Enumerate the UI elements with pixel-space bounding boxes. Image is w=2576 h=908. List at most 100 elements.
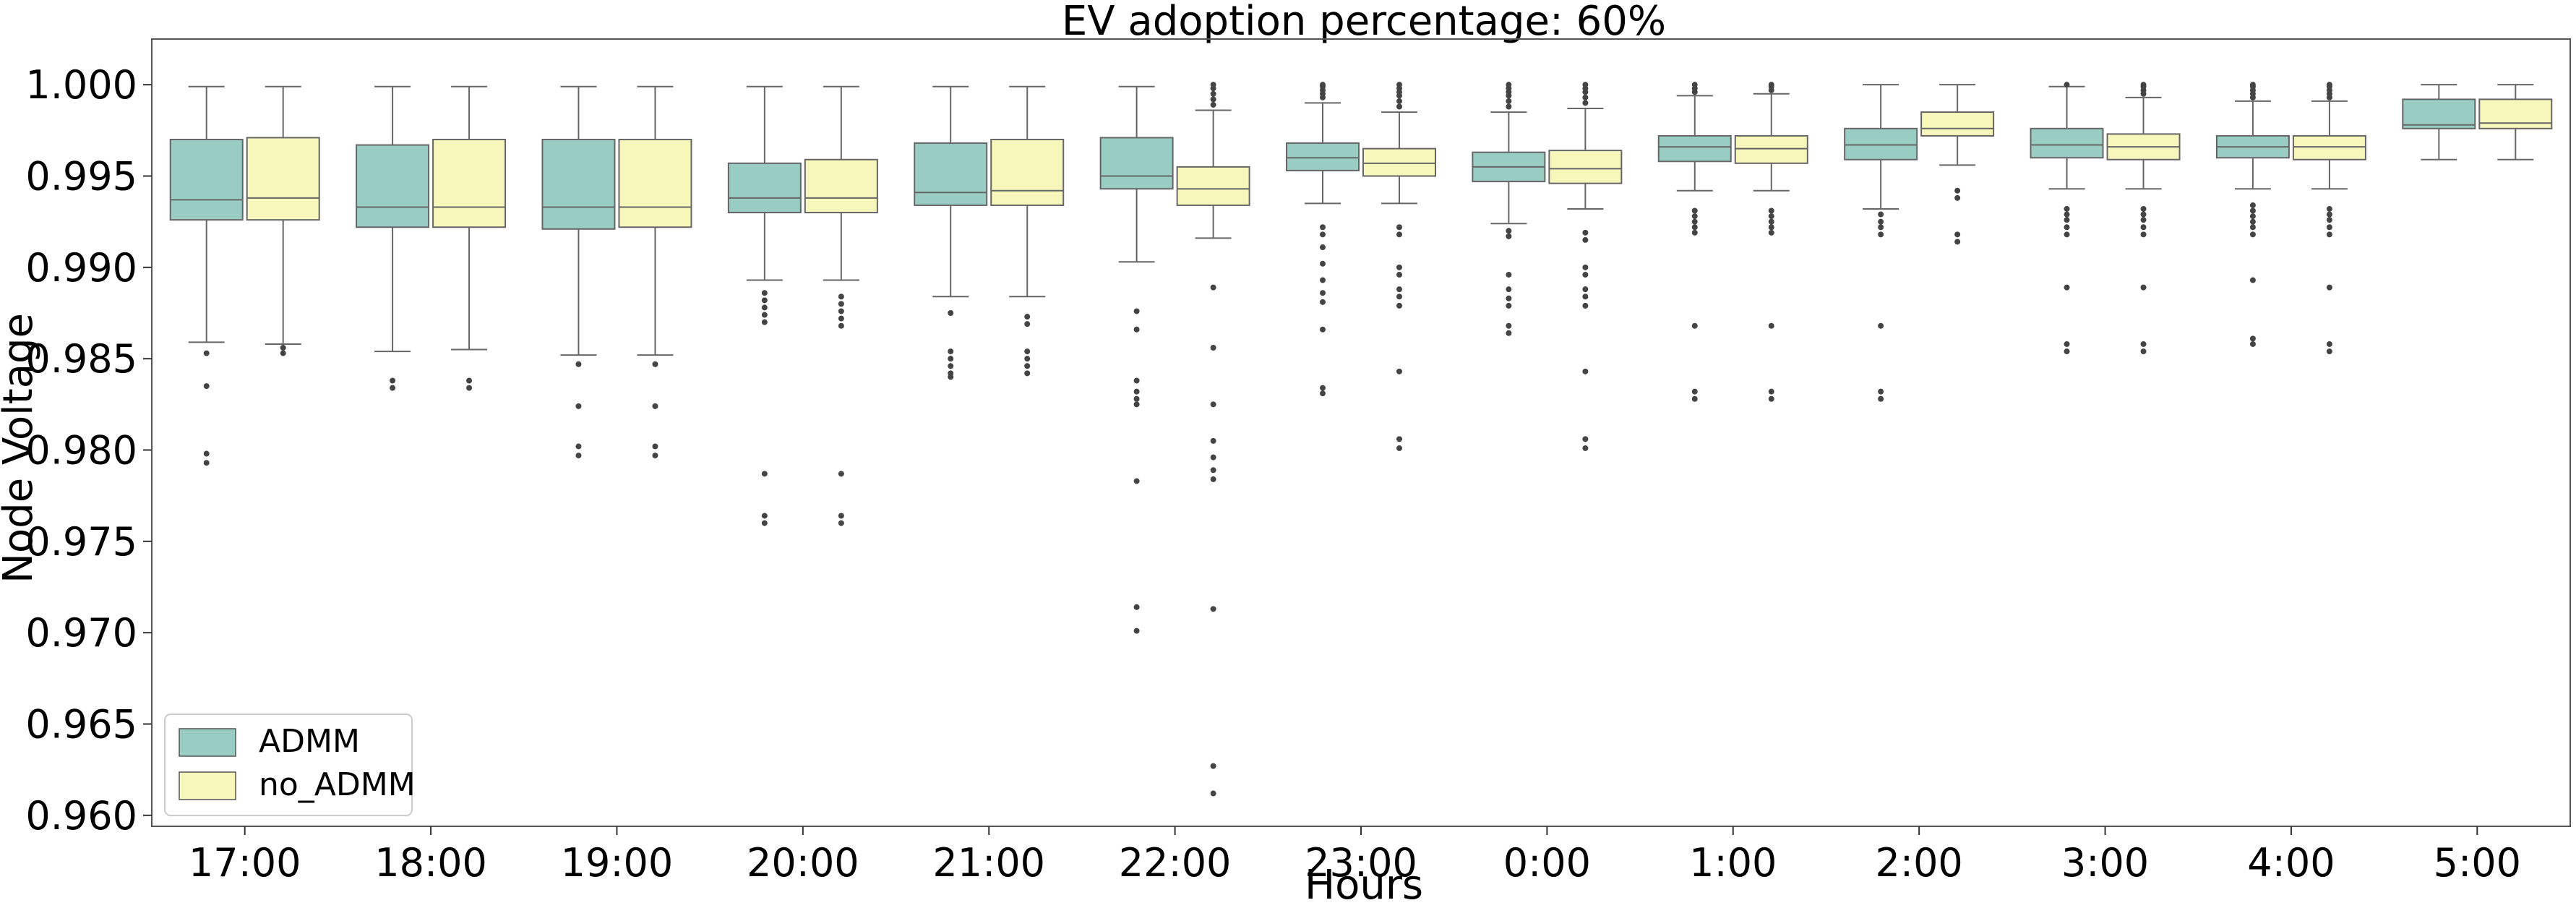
outlier-point [2249,224,2256,231]
outlier-point [1320,277,1326,283]
outlier-point [203,460,210,466]
outlier-point [2326,284,2332,291]
x-tick-label: 2:00 [1876,840,1963,886]
outlier-point [838,301,844,307]
series-no-admm [246,82,2553,797]
outlier-point [1024,314,1031,320]
box-no-admm-7 [1548,82,1623,451]
box-iqr [990,138,1065,206]
outlier-point [761,520,768,526]
outlier-point [1691,388,1698,395]
outlier-point [1506,82,1512,88]
outlier-point [1582,436,1589,442]
x-tick-label: 20:00 [747,840,859,886]
outlier-point [2140,224,2147,231]
outlier-point [1024,363,1031,369]
x-tick-label: 22:00 [1119,840,1232,886]
legend-swatch-no-admm [179,771,236,800]
outlier-point [575,403,582,409]
box-admm-3 [727,85,802,526]
box-admm-9 [1844,84,1918,402]
chart-title: EV adoption percentage: 60% [1062,0,1666,45]
box-no-admm-9 [1920,84,1995,245]
outlier-point [1210,284,1216,291]
outlier-point [652,361,658,367]
y-tick-label: 0.990 [25,245,137,291]
box-no-admm-3 [804,85,878,526]
outlier-point [2064,284,2070,291]
outlier-point [1954,194,1961,201]
outlier-point [1024,321,1031,327]
outlier-point [761,304,768,311]
outlier-point [1506,233,1512,239]
box-admm-11 [2215,82,2290,347]
outlier-point [1210,96,1216,103]
outlier-point [1320,326,1326,333]
outlier-point [1320,390,1326,397]
outlier-point [1133,377,1140,384]
outlier-point [2249,82,2256,88]
box-iqr [169,138,244,221]
outlier-point [2326,231,2332,238]
outlier-point [2326,82,2332,88]
outlier-point [1396,271,1402,278]
box-iqr [2292,134,2366,160]
outlier-point [2064,224,2070,231]
outlier-point [838,315,844,322]
outlier-point [838,520,844,526]
outlier-point [1396,436,1402,442]
y-tick-label: 0.995 [25,154,137,200]
outlier-point [1396,294,1402,300]
outlier-point [1768,229,1774,236]
outlier-point [1133,388,1140,395]
box-iqr [1844,127,1918,160]
legend: ADMM no_ADMM [164,714,416,816]
outlier-point [838,308,844,314]
box-iqr [541,138,616,230]
outlier-point [1582,368,1589,374]
outlier-point [1133,628,1140,634]
series-admm [169,82,2476,634]
outlier-point [761,290,768,296]
outlier-point [203,350,210,356]
outlier-point [2064,217,2070,223]
outlier-point [2064,211,2070,218]
outlier-point [948,356,954,362]
outlier-point [2326,348,2332,355]
y-tick-label: 0.960 [25,793,137,839]
outlier-point [1024,356,1031,362]
outlier-point [1506,228,1512,234]
outlier-point [1024,348,1031,355]
axes: 0.960 0.965 0.970 0.975 0.980 0.985 0.990 0.995… [25,38,2571,886]
box-admm-10 [2030,82,2104,355]
box-no-admm-4 [990,85,1065,377]
outlier-point [2140,348,2147,355]
outlier-point [1320,290,1326,296]
outlier-point [1396,286,1402,293]
outlier-point [1582,445,1589,451]
outlier-point [1133,478,1140,484]
y-tick-label: 0.975 [25,519,137,565]
legend-swatch-admm [179,728,236,757]
outlier-point [1210,90,1216,97]
outlier-point [1210,101,1216,108]
outlier-point [948,374,954,380]
outlier-point [761,513,768,519]
outlier-point [1396,368,1402,374]
outlier-point [1396,231,1402,238]
box-iqr [914,142,988,206]
outlier-point [1210,606,1216,612]
outlier-point [1396,224,1402,231]
outlier-point [2326,224,2332,231]
outlier-point [761,312,768,318]
y-tick-label: 0.985 [25,336,137,382]
outlier-point [838,471,844,477]
outlier-point [2140,340,2147,347]
box-iqr [1920,111,1995,137]
outlier-point [1582,302,1589,309]
outlier-point [2064,82,2070,88]
outlier-point [1878,388,1884,395]
y-tick-label: 0.965 [25,702,137,748]
outlier-point [2064,340,2070,347]
box-no-admm-1 [432,85,507,391]
